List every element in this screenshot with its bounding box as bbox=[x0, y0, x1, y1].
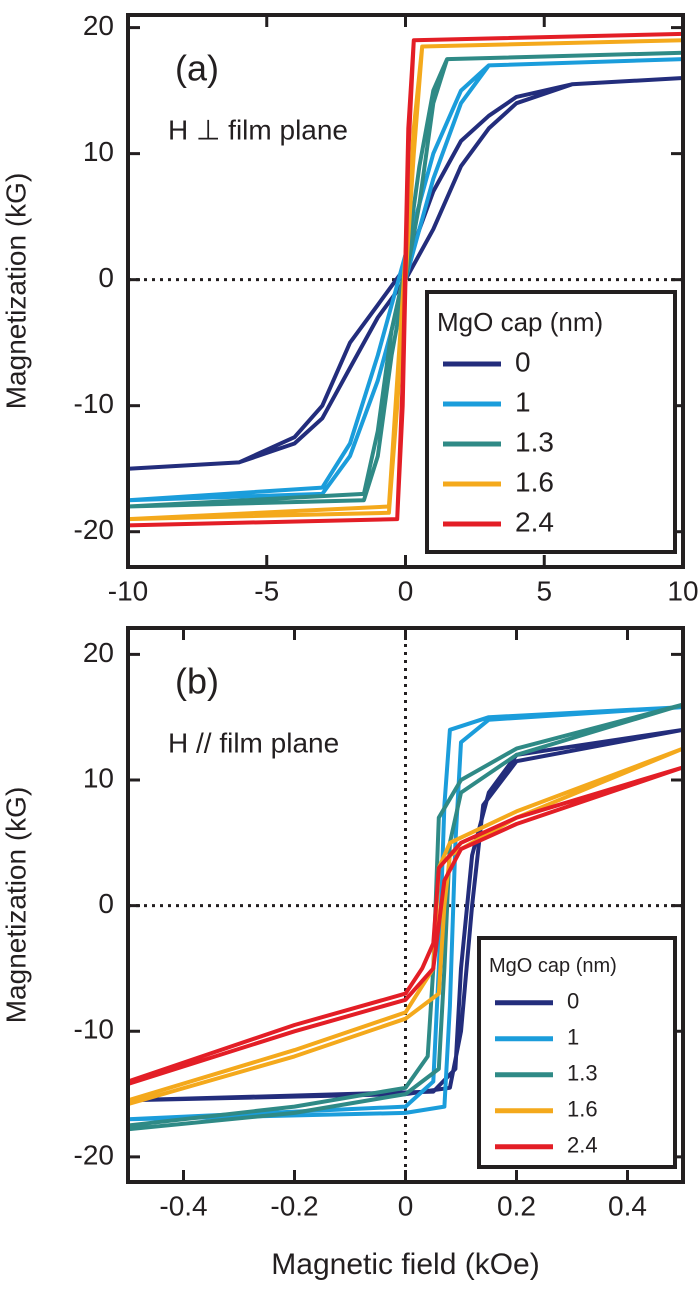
legend-label: 1.6 bbox=[515, 466, 554, 497]
legend-label: 1.3 bbox=[567, 1061, 598, 1086]
annotation: H // film plane bbox=[168, 727, 339, 758]
series-line bbox=[128, 702, 683, 1132]
y-tick-label: 20 bbox=[83, 637, 114, 668]
y-axis-label: Magnetization (kG) bbox=[0, 173, 31, 410]
legend-label: 0 bbox=[567, 989, 579, 1014]
legend-box bbox=[425, 290, 677, 554]
y-axis-label: Magnetization (kG) bbox=[0, 787, 31, 1024]
y-tick-label: -20 bbox=[74, 514, 114, 545]
x-tick-label: 10 bbox=[667, 575, 698, 606]
annotation: H ⊥ film plane bbox=[168, 114, 348, 145]
legend-label: 1 bbox=[567, 1025, 579, 1050]
series-line bbox=[128, 727, 683, 1103]
y-tick-label: -10 bbox=[74, 1014, 114, 1045]
y-tick-label: -20 bbox=[74, 1139, 114, 1170]
series-line bbox=[128, 57, 683, 503]
x-tick-label: -5 bbox=[254, 575, 279, 606]
x-tick-label: -0.4 bbox=[159, 1190, 207, 1221]
panel-label: (a) bbox=[175, 48, 219, 89]
legend-label: 2.4 bbox=[567, 1133, 598, 1158]
series-line bbox=[128, 76, 683, 471]
x-tick-label: 0.4 bbox=[608, 1190, 647, 1221]
legend-title: MgO cap (nm) bbox=[489, 955, 617, 977]
legend-label: 1.3 bbox=[515, 426, 554, 457]
y-tick-label: 0 bbox=[98, 262, 114, 293]
y-tick-label: -10 bbox=[74, 388, 114, 419]
series-line bbox=[128, 38, 683, 522]
legend-label: 1.6 bbox=[567, 1097, 598, 1122]
legend-label: 2.4 bbox=[515, 506, 554, 537]
series-line bbox=[128, 705, 683, 1122]
x-tick-label: 0 bbox=[398, 1190, 414, 1221]
x-tick-label: -0.2 bbox=[270, 1190, 318, 1221]
series-line bbox=[128, 765, 683, 1086]
legend-title: MgO cap (nm) bbox=[437, 307, 603, 337]
x-tick-label: 0 bbox=[398, 575, 414, 606]
series-line bbox=[128, 50, 683, 509]
x-tick-label: 5 bbox=[536, 575, 552, 606]
legend-label: 0 bbox=[515, 346, 531, 377]
series-line bbox=[128, 31, 683, 528]
x-tick-label: -10 bbox=[108, 575, 148, 606]
legend-label: 1 bbox=[515, 386, 531, 417]
y-tick-label: 20 bbox=[83, 10, 114, 41]
legend-box bbox=[477, 936, 677, 1169]
y-tick-label: 0 bbox=[98, 888, 114, 919]
x-axis-label: Magnetic field (kOe) bbox=[271, 1248, 539, 1281]
panel-label: (b) bbox=[175, 661, 219, 702]
y-tick-label: 10 bbox=[83, 136, 114, 167]
x-tick-label: 0.2 bbox=[497, 1190, 536, 1221]
y-tick-label: 10 bbox=[83, 762, 114, 793]
series-line bbox=[128, 746, 683, 1107]
